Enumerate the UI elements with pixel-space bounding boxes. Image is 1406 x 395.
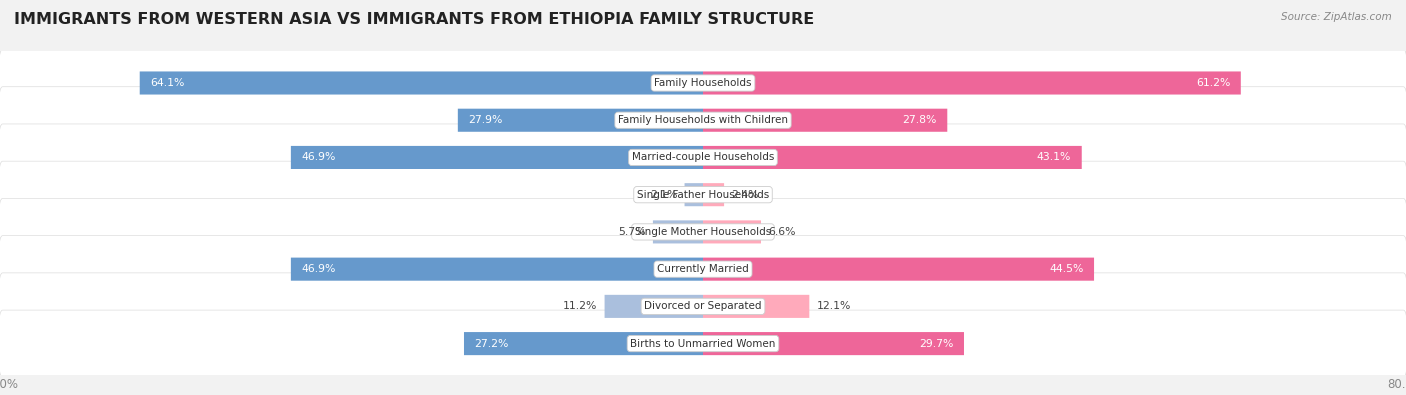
FancyBboxPatch shape	[458, 109, 703, 132]
Text: 46.9%: 46.9%	[301, 152, 336, 162]
FancyBboxPatch shape	[703, 258, 1094, 281]
FancyBboxPatch shape	[0, 87, 1406, 154]
Text: 64.1%: 64.1%	[150, 78, 184, 88]
Text: 12.1%: 12.1%	[817, 301, 851, 311]
Legend: Immigrants from Western Asia, Immigrants from Ethiopia: Immigrants from Western Asia, Immigrants…	[515, 393, 891, 395]
FancyBboxPatch shape	[703, 109, 948, 132]
FancyBboxPatch shape	[0, 124, 1406, 191]
FancyBboxPatch shape	[703, 183, 724, 206]
FancyBboxPatch shape	[703, 220, 761, 243]
FancyBboxPatch shape	[464, 332, 703, 355]
Text: 6.6%: 6.6%	[768, 227, 796, 237]
Text: 61.2%: 61.2%	[1197, 78, 1230, 88]
FancyBboxPatch shape	[605, 295, 703, 318]
Text: 2.1%: 2.1%	[650, 190, 678, 200]
Text: Births to Unmarried Women: Births to Unmarried Women	[630, 339, 776, 349]
Text: Currently Married: Currently Married	[657, 264, 749, 274]
Text: 44.5%: 44.5%	[1049, 264, 1084, 274]
FancyBboxPatch shape	[291, 146, 703, 169]
FancyBboxPatch shape	[652, 220, 703, 243]
FancyBboxPatch shape	[0, 310, 1406, 377]
FancyBboxPatch shape	[703, 146, 1081, 169]
Text: Divorced or Separated: Divorced or Separated	[644, 301, 762, 311]
FancyBboxPatch shape	[139, 71, 703, 94]
Text: 29.7%: 29.7%	[920, 339, 953, 349]
Text: Family Households with Children: Family Households with Children	[619, 115, 787, 125]
FancyBboxPatch shape	[703, 295, 810, 318]
Text: 46.9%: 46.9%	[301, 264, 336, 274]
FancyBboxPatch shape	[291, 258, 703, 281]
Text: 27.8%: 27.8%	[903, 115, 936, 125]
FancyBboxPatch shape	[685, 183, 703, 206]
Text: 27.9%: 27.9%	[468, 115, 503, 125]
Text: Single Mother Households: Single Mother Households	[636, 227, 770, 237]
Text: 43.1%: 43.1%	[1036, 152, 1071, 162]
Text: 2.4%: 2.4%	[731, 190, 759, 200]
Text: Source: ZipAtlas.com: Source: ZipAtlas.com	[1281, 12, 1392, 22]
FancyBboxPatch shape	[703, 332, 965, 355]
FancyBboxPatch shape	[0, 236, 1406, 303]
Text: 11.2%: 11.2%	[564, 301, 598, 311]
FancyBboxPatch shape	[0, 161, 1406, 228]
Text: Married-couple Households: Married-couple Households	[631, 152, 775, 162]
FancyBboxPatch shape	[703, 71, 1241, 94]
Text: IMMIGRANTS FROM WESTERN ASIA VS IMMIGRANTS FROM ETHIOPIA FAMILY STRUCTURE: IMMIGRANTS FROM WESTERN ASIA VS IMMIGRAN…	[14, 12, 814, 27]
Text: Single Father Households: Single Father Households	[637, 190, 769, 200]
FancyBboxPatch shape	[0, 198, 1406, 265]
Text: 27.2%: 27.2%	[475, 339, 509, 349]
FancyBboxPatch shape	[0, 273, 1406, 340]
FancyBboxPatch shape	[0, 49, 1406, 117]
Text: 5.7%: 5.7%	[619, 227, 645, 237]
Text: Family Households: Family Households	[654, 78, 752, 88]
